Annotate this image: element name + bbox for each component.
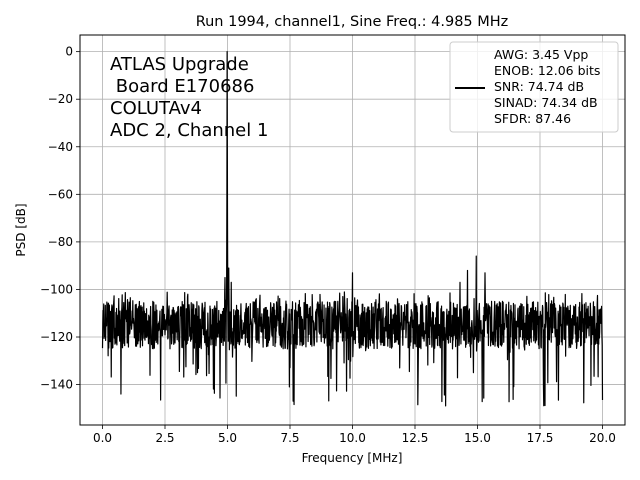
psd-trace: [101, 51, 604, 407]
legend-entry: ENOB: 12.06 bits: [494, 63, 600, 78]
x-axis-label: Frequency [MHz]: [302, 451, 403, 465]
x-tick-label: 7.5: [280, 431, 299, 445]
y-tick-label: −40: [48, 140, 73, 154]
x-tick-label: 5.0: [218, 431, 237, 445]
x-tick-label: 2.5: [155, 431, 174, 445]
legend-entry: SINAD: 74.34 dB: [494, 95, 598, 110]
y-axis-ticks: 0 −20 −40 −60 −80 −100 −120 −140: [40, 45, 80, 392]
annotation-line: COLUTAv4: [110, 98, 202, 119]
annotation-line: ADC 2, Channel 1: [110, 120, 268, 141]
annotation-line: ATLAS Upgrade: [110, 54, 249, 75]
x-tick-label: 12.5: [402, 431, 429, 445]
x-tick-label: 0.0: [93, 431, 112, 445]
y-tick-label: −20: [48, 92, 73, 106]
x-tick-label: 17.5: [527, 431, 554, 445]
y-tick-label: −100: [40, 282, 73, 296]
legend: AWG: 3.45 Vpp ENOB: 12.06 bits SNR: 74.7…: [449, 41, 619, 133]
psd-series-line: [101, 51, 604, 407]
x-tick-label: 15.0: [464, 431, 491, 445]
legend-box: [449, 41, 619, 133]
annotation-line: Board E170686: [110, 76, 254, 97]
y-tick-label: 0: [65, 45, 73, 59]
chart-title: Run 1994, channel1, Sine Freq.: 4.985 MH…: [196, 14, 509, 30]
legend-entry: SNR: 74.74 dB: [494, 79, 584, 94]
x-tick-label: 10.0: [339, 431, 366, 445]
y-tick-label: −60: [48, 187, 73, 201]
y-tick-label: −120: [40, 330, 73, 344]
legend-entry: SFDR: 87.46: [494, 111, 571, 126]
y-axis-label: PSD [dB]: [14, 203, 28, 256]
y-tick-label: −80: [48, 235, 73, 249]
y-tick-label: −140: [40, 378, 73, 392]
board-annotation: ATLAS Upgrade Board E170686 COLUTAv4 ADC…: [110, 54, 268, 141]
x-axis-ticks: 0.0 2.5 5.0 7.5 10.0 12.5 15.0 17.5 20.0: [93, 425, 616, 445]
legend-entry: AWG: 3.45 Vpp: [494, 47, 588, 62]
x-tick-label: 20.0: [589, 431, 616, 445]
